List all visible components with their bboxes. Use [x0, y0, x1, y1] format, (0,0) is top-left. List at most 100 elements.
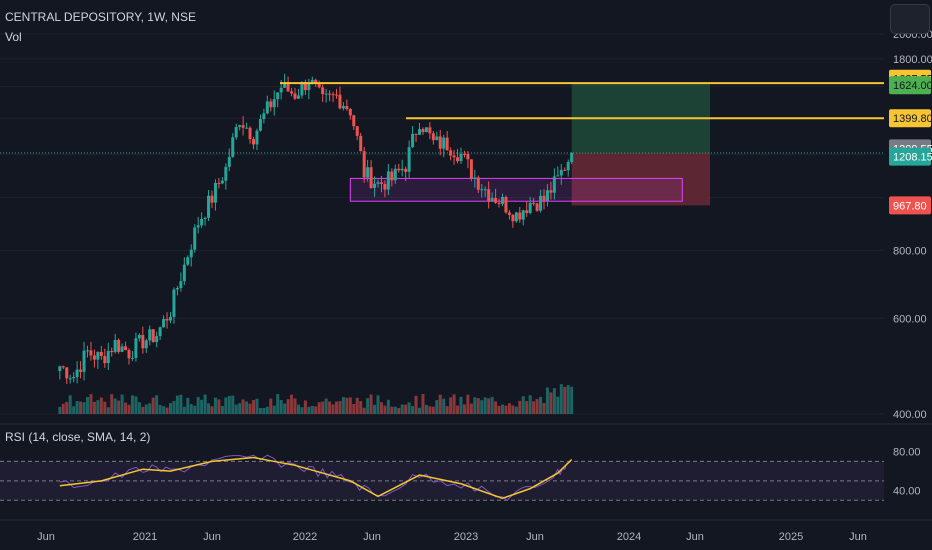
volume-bar [175, 395, 179, 414]
price-axis-label: 400.00 [893, 409, 927, 421]
time-axis-label: 2023 [454, 531, 478, 543]
volume-bar [293, 398, 297, 414]
candle-body [532, 202, 536, 204]
candle-body [276, 92, 280, 100]
candle-body [58, 366, 62, 372]
candle-body [96, 351, 100, 360]
volume-bar [397, 407, 401, 414]
candle-body [556, 175, 560, 177]
volume-bar [134, 396, 138, 414]
volume-bar [321, 401, 325, 414]
candle-body [418, 129, 421, 135]
candle-body [328, 93, 332, 95]
candle-body [393, 168, 397, 181]
candle-body [476, 177, 480, 190]
candle-body [397, 168, 401, 171]
volume-bar [65, 401, 69, 414]
candle-body [165, 319, 169, 321]
volume-bar [452, 394, 456, 414]
volume-bar [99, 397, 103, 414]
candle-body [175, 288, 179, 290]
volume-bar [438, 394, 442, 414]
candle-body [92, 355, 96, 360]
candle-body [290, 91, 294, 94]
candle-body [113, 339, 117, 353]
volume-bar [231, 395, 235, 414]
candle-body [182, 264, 186, 282]
price-axis-label: 800.00 [893, 245, 927, 257]
volume-bar [563, 386, 567, 414]
candle-body [452, 155, 456, 158]
rsi-ma-line [59, 456, 573, 500]
candle-body [459, 153, 463, 162]
volume-bar [483, 397, 487, 414]
candle-body [217, 182, 221, 184]
time-axis-label: 2022 [293, 531, 317, 543]
candle-body [335, 94, 338, 96]
axes: 2000.001800.00800.00600.00400.001627.551… [37, 29, 932, 543]
volume-bar [72, 406, 76, 414]
candle-body [130, 357, 134, 359]
candle-body [442, 137, 446, 149]
volume-bar [521, 396, 525, 414]
candle-body [424, 127, 428, 133]
candle-body [169, 316, 172, 321]
volume-bar [262, 407, 266, 414]
candle-body [314, 79, 318, 84]
candle-body [456, 157, 460, 162]
candle-body [449, 150, 453, 156]
candle-body [518, 212, 522, 220]
volume-bar [110, 394, 114, 414]
volume-bar [130, 395, 134, 414]
volume-bar [507, 403, 511, 414]
candle-body [469, 159, 473, 179]
settings-button[interactable] [890, 4, 930, 34]
volume-bar [186, 397, 190, 414]
candle-body [563, 169, 567, 171]
candle-body [501, 197, 504, 204]
volume-bar [162, 406, 166, 414]
candle-body [466, 153, 470, 160]
candle-body [331, 94, 335, 96]
candle-body [352, 115, 356, 127]
volume-bar [279, 400, 283, 414]
candle-body [483, 189, 487, 191]
volume-bar [86, 396, 89, 414]
price-badge-label: 1399.80 [893, 113, 932, 125]
candle-body [106, 350, 110, 364]
volume-bar [355, 397, 359, 414]
candle-body [224, 166, 228, 181]
volume-bar [310, 405, 314, 414]
volume-bar [331, 404, 335, 414]
candle-body [494, 198, 498, 203]
volume-bar [220, 406, 224, 414]
candle-body [545, 190, 549, 201]
volume-bar [345, 397, 349, 414]
candle-body [497, 202, 501, 204]
volume-bar [570, 386, 574, 414]
price-axis-label: 1800.00 [893, 54, 932, 66]
volume-bar [82, 402, 86, 414]
volume-bar [411, 406, 415, 414]
volume-bar [504, 405, 508, 414]
volume-bar [307, 406, 311, 414]
volume-bar [480, 400, 484, 414]
volume-bar [386, 399, 390, 414]
candle-body [539, 195, 543, 211]
price-badge [889, 76, 931, 95]
volume-bar [335, 401, 338, 414]
candle-body [570, 153, 574, 163]
volume-bar [303, 400, 307, 414]
candle-body [414, 133, 418, 135]
volume-bar [165, 407, 169, 414]
volume-bar [328, 401, 332, 414]
volume-bar [155, 395, 159, 414]
volume-bar [528, 395, 532, 414]
candle-body [207, 195, 211, 218]
candle-body [238, 125, 242, 128]
candle-body [200, 218, 204, 226]
volume-bar [276, 394, 280, 414]
volume-bar [407, 402, 411, 414]
volume-bar [117, 400, 121, 414]
